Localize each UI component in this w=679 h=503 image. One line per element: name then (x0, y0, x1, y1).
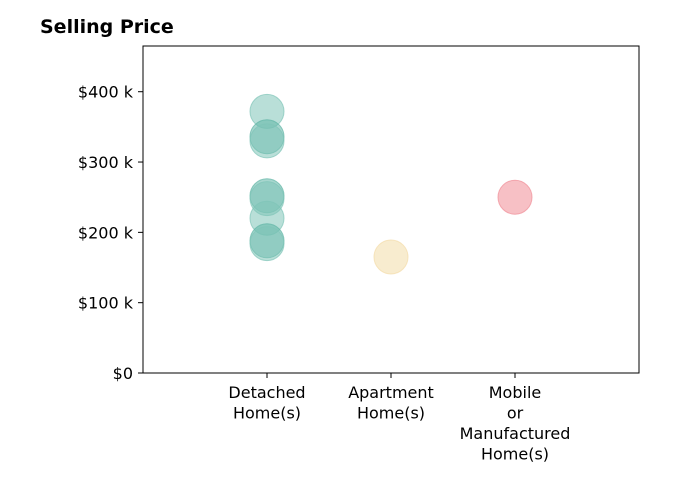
y-tick-label: $200 k (78, 223, 134, 242)
x-tick-label: Detached Home(s) (228, 383, 305, 423)
data-point (497, 179, 533, 215)
data-point (373, 239, 409, 275)
chart-title: Selling Price (40, 16, 174, 38)
y-axis: $0 $100 k $200 k $300 k $400 k (78, 83, 143, 383)
x-tick-label: Mobile or Manufactured Home(s) (460, 383, 571, 464)
y-tick-label: $0 (113, 364, 133, 383)
data-point (249, 123, 285, 159)
plot-area (142, 45, 640, 374)
x-axis: Detached Home(s) Apartment Home(s) Mobile or M… (228, 373, 570, 464)
data-point (249, 226, 285, 262)
x-tick-label: Apartment Home(s) (348, 383, 434, 423)
y-tick-label: $400 k (78, 83, 134, 102)
y-tick-label: $300 k (78, 153, 134, 172)
data-points (249, 93, 533, 275)
y-tick-label: $100 k (78, 294, 134, 313)
